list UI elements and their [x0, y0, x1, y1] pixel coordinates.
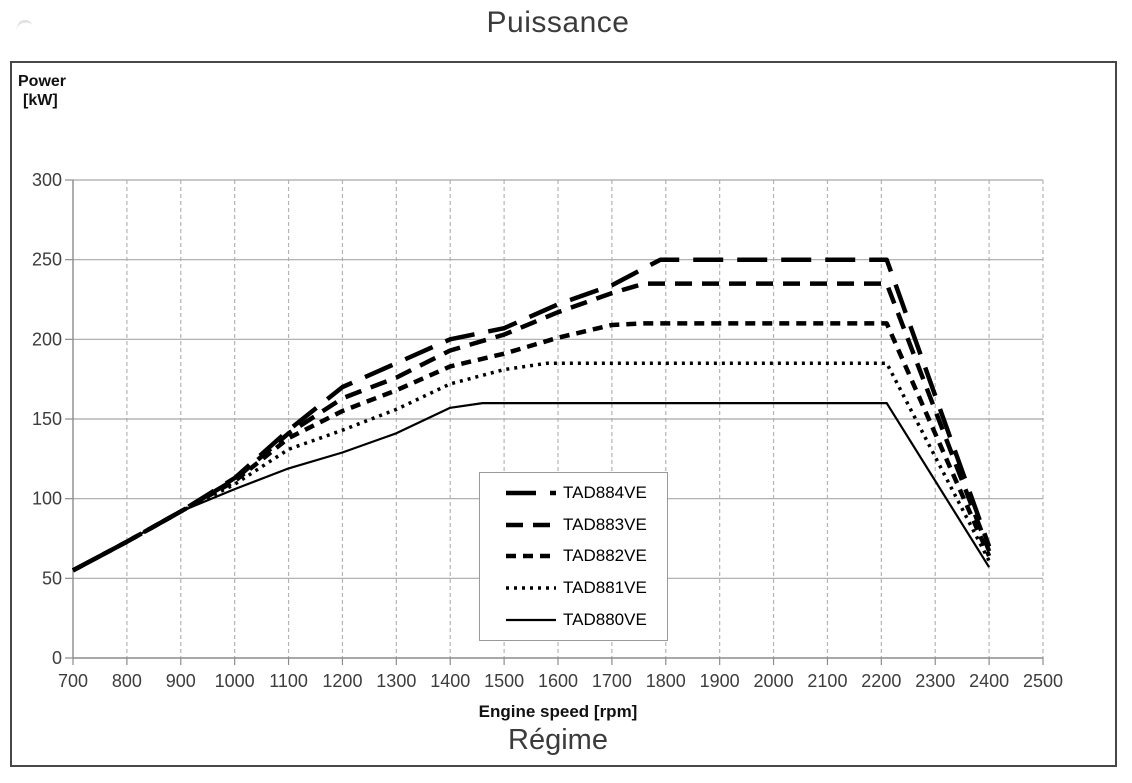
x-tick-label: 1100 [269, 671, 308, 691]
legend-label: TAD880VE [563, 610, 647, 630]
legend-item-tad882ve: TAD882VE [505, 546, 667, 566]
legend-item-tad884ve: TAD884VE [505, 483, 667, 503]
x-tick-label: 1500 [484, 671, 524, 691]
legend-marker-short-dash-icon [506, 554, 556, 559]
legend-label: TAD883VE [563, 514, 647, 534]
x-tick-label: 1000 [215, 671, 255, 691]
x-tick-label: 1900 [700, 671, 740, 691]
legend-label: TAD881VE [563, 578, 647, 598]
chart-frame [10, 61, 1117, 767]
legend-marker-solid-icon [506, 618, 556, 622]
y-axis-title: Power [kW] [18, 72, 66, 110]
y-tick-label: 50 [42, 568, 62, 588]
legend-marker-dash-icon [506, 522, 556, 527]
x-tick-label: 1600 [538, 671, 578, 691]
x-tick-label: 800 [112, 671, 142, 691]
series-line-tad880ve [72, 402, 991, 572]
x-tick-label: 2100 [807, 671, 847, 691]
x-tick-label: 1800 [646, 671, 686, 691]
y-tick-label: 100 [32, 489, 62, 509]
legend-label: TAD884VE [563, 482, 647, 502]
y-tick-label: 0 [52, 648, 62, 668]
y-tick-label: 150 [32, 409, 62, 429]
x-tick-label: 1200 [322, 671, 362, 691]
x-axis-subtitle: Régime [508, 724, 608, 756]
legend-item-tad881ve: TAD881VE [505, 578, 667, 598]
legend-item-tad880ve: TAD880VE [505, 610, 667, 630]
x-axis-title: Engine speed [rpm] [478, 702, 638, 721]
x-tick-label: 900 [166, 671, 196, 691]
y-tick-label: 250 [32, 250, 62, 270]
x-tick-label: 700 [58, 671, 88, 691]
x-tick-label: 2300 [915, 671, 955, 691]
legend-marker-dotted-icon [506, 586, 556, 591]
y-axis-title-line2: [kW] [23, 92, 58, 109]
chart-title: Puissance [486, 6, 630, 39]
y-tick-label: 300 [32, 170, 62, 190]
legend: TAD884VE TAD883VE TAD882VE TAD881VE TAD880VE [479, 472, 668, 641]
x-tick-label: 2000 [754, 671, 794, 691]
x-tick-label: 1300 [376, 671, 416, 691]
y-axis-title-line1: Power [18, 73, 67, 90]
legend-label: TAD882VE [563, 546, 647, 566]
x-tick-label: 1400 [430, 671, 470, 691]
x-tick-label: 2400 [969, 671, 1009, 691]
x-tick-label: 2200 [861, 671, 901, 691]
legend-item-tad883ve: TAD883VE [505, 515, 667, 535]
series-line-tad883ve [71, 281, 992, 573]
x-tick-label: 2500 [1023, 671, 1063, 691]
series-line-tad884ve [71, 257, 992, 573]
x-tick-label: 1700 [592, 671, 632, 691]
y-tick-label: 200 [32, 329, 62, 349]
legend-marker-long-dash-icon [506, 490, 556, 496]
